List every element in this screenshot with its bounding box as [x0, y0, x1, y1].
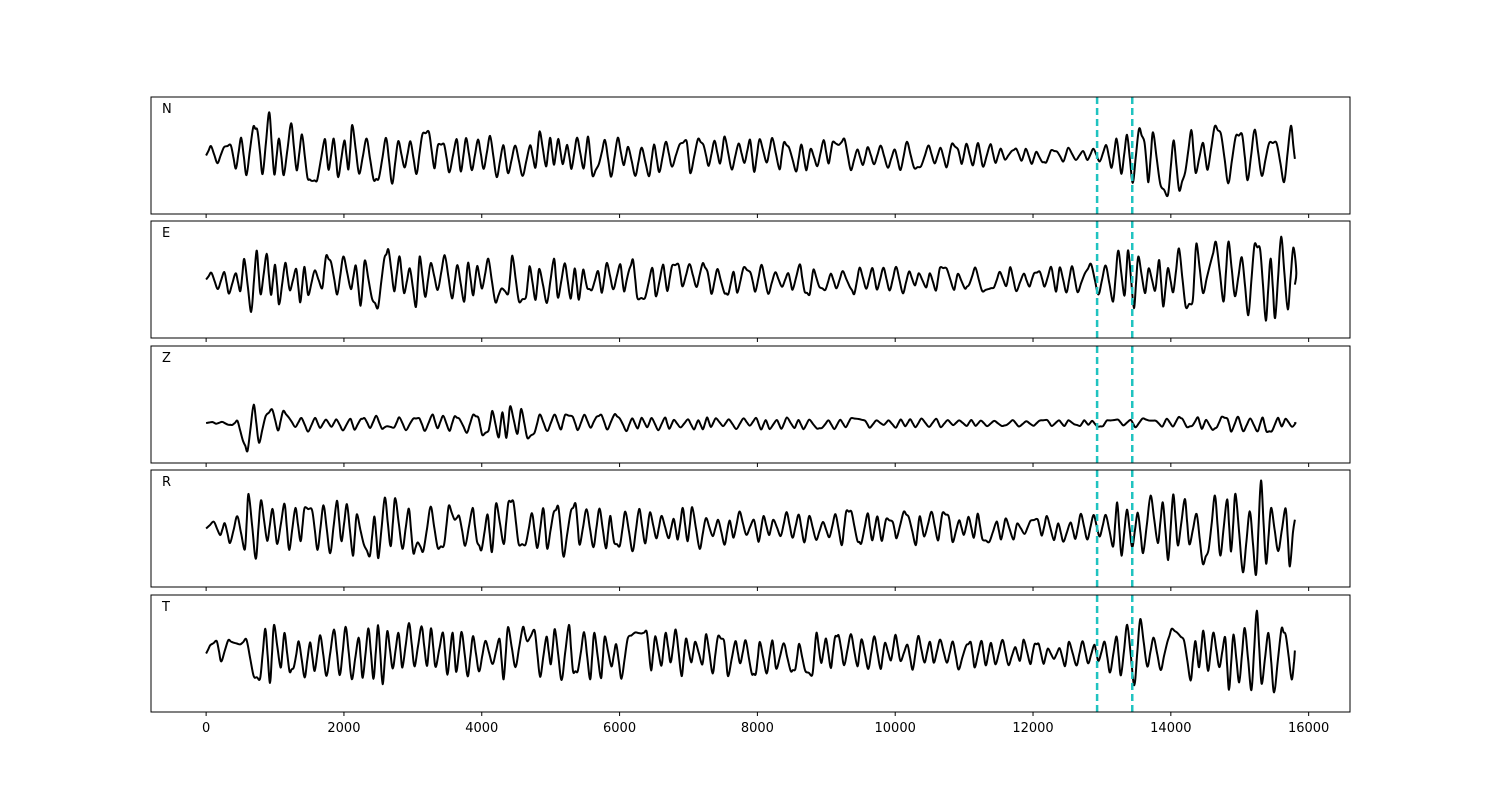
x-tick-label: 2000: [327, 721, 360, 736]
x-tick-label: 10000: [875, 721, 916, 736]
panel-label: E: [162, 226, 170, 241]
waveform-trace: [205, 111, 1296, 198]
x-tick-label: 12000: [1012, 721, 1053, 736]
panel-label: R: [162, 475, 171, 490]
x-tick-label: 8000: [741, 721, 774, 736]
waveform-trace: [205, 403, 1297, 453]
waveform-trace: [205, 609, 1296, 694]
panel-frame: [150, 96, 1351, 215]
x-tick-label: 16000: [1288, 721, 1329, 736]
waveform-trace: [205, 479, 1296, 576]
x-tick-label: 0: [202, 721, 210, 736]
x-tick-label: 6000: [603, 721, 636, 736]
panel-label: T: [161, 600, 170, 615]
panel-frame: [150, 469, 1351, 588]
x-axis: 0 2000 4000 6000 8000 10000 12000 14000 16000: [202, 721, 1329, 736]
x-tick-label: 14000: [1150, 721, 1191, 736]
panel-e: E: [150, 220, 1351, 342]
panel-frame: [150, 345, 1351, 464]
panel-label: N: [162, 102, 172, 117]
x-tick-label: 4000: [465, 721, 498, 736]
panel-n: N: [150, 96, 1351, 218]
panels: N E Z R T: [150, 96, 1351, 716]
waveform-trace: [205, 235, 1298, 322]
panel-t: T: [150, 594, 1351, 716]
panel-frame: [150, 220, 1351, 339]
panel-frame: [150, 594, 1351, 713]
panel-r: R: [150, 469, 1351, 591]
panel-z: Z: [150, 345, 1351, 467]
panel-label: Z: [162, 351, 171, 366]
